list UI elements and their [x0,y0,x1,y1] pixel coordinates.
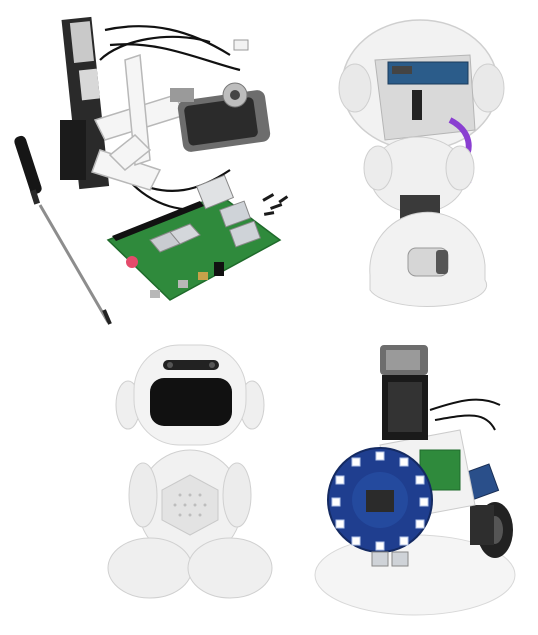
speaker-holes [173,493,207,517]
parts-illustration [14,16,289,325]
panel-open-robot-shell [300,0,538,330]
wheel-motor [470,505,494,545]
screwdriver [14,135,112,325]
open-shell-illustration [338,19,505,307]
panel-internal-frame [300,330,538,635]
internal-wires [429,398,501,431]
raspberry-pi-board [106,174,282,301]
usb-port [371,551,389,567]
led-ring [327,447,433,553]
camera-lens-right [209,362,215,368]
camera-lens-left [167,362,173,368]
screen-face [150,378,232,426]
robot-bottom-shell [369,211,488,307]
usb-port [391,551,409,567]
panel-assembled-robot [0,330,300,635]
top-servo [380,345,428,440]
internal-frame-illustration [314,345,516,616]
left-arm [128,462,158,528]
right-arm [222,462,252,528]
speaker-grill [161,474,219,536]
servo-motor [170,82,271,152]
wire-connector [233,39,249,51]
servo-stack [60,16,110,190]
right-foot [187,537,273,599]
white-bracket [91,53,187,191]
robot-body-open [363,136,475,220]
robot-head-open [338,19,505,151]
panel-disassembled-parts [0,0,300,330]
screws [262,193,289,216]
camera-strip [163,360,219,370]
assembled-robot-illustration [107,344,273,599]
left-foot [107,537,193,599]
